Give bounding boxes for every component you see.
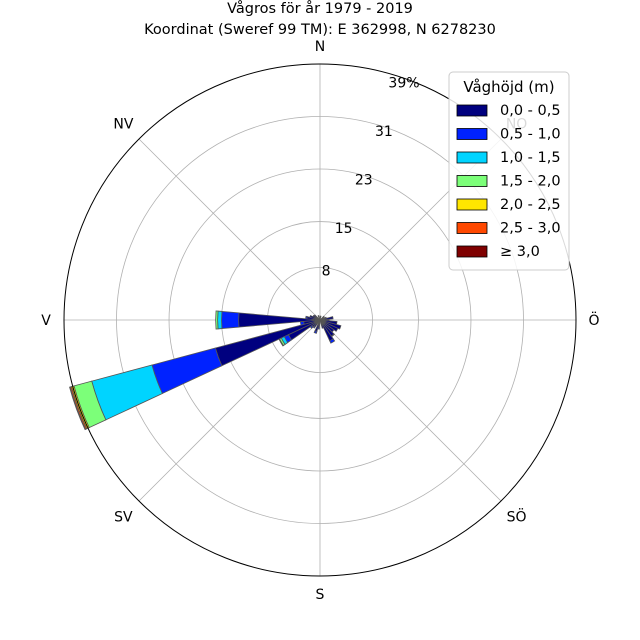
legend-swatch [456, 104, 488, 117]
rose-bar-segment [317, 315, 321, 321]
legend-items: 0,0 - 0,5 0,5 - 1,0 1,0 - 1,5 1,5 - 2,0 2,0 … [456, 103, 561, 260]
radial-tick-label: 39% [388, 75, 419, 91]
rose-bar-segment [305, 315, 308, 320]
rose-bar-segment [217, 310, 223, 330]
rose-bar-segment [313, 330, 318, 334]
direction-label: NV [113, 116, 133, 132]
rose-bar-segment [215, 310, 219, 330]
radial-tick-labels: 8 15 23 31 39% [322, 75, 420, 279]
legend-label: 0,5 - 1,0 [500, 127, 561, 143]
polar-frame [63, 63, 577, 577]
rose-bar-segment [299, 320, 305, 326]
rose-bar-segment [221, 310, 240, 330]
legend-label: 1,5 - 2,0 [500, 174, 561, 190]
rose-bar-segment [329, 338, 336, 344]
legend: Våghöjd (m) 0,0 - 0,5 0,5 - 1,0 1,0 - 1,5 1… [448, 71, 570, 271]
rose-bar-segment [312, 325, 316, 329]
rose-bar-segment [330, 333, 335, 338]
legend-swatch [456, 222, 488, 234]
direction-label: V [41, 313, 51, 329]
radial-tick-label: 8 [322, 263, 331, 279]
legend-label: 1,0 - 1,5 [500, 150, 561, 166]
chart-subtitle: Koordinat (Sweref 99 TM): E 362998, N 62… [144, 22, 496, 38]
rose-bar-segment [317, 327, 320, 330]
legend-swatch [456, 128, 488, 140]
grid-spoke [138, 138, 321, 321]
radial-tick-label: 23 [355, 173, 373, 189]
rose-bar-segment [69, 386, 87, 431]
radial-tick-label: 31 [375, 124, 393, 140]
legend-label: 2,5 - 3,0 [500, 221, 561, 237]
direction-label: SV [114, 510, 133, 526]
legend-swatch [456, 245, 488, 258]
legend-label: 0,0 - 0,5 [500, 103, 561, 119]
legend-swatch [456, 151, 488, 164]
legend-label: ≥ 3,0 [500, 244, 540, 260]
rose-bar-segment [151, 347, 223, 395]
rose-bar-segment [319, 319, 338, 325]
legend-swatch [456, 175, 488, 187]
rose-bars [69, 310, 342, 431]
grid-spoke [319, 319, 502, 502]
radial-tick-label: 15 [335, 221, 353, 237]
direction-label: S [316, 587, 325, 603]
grid-spoke [138, 319, 321, 502]
rose-bar-segment [319, 315, 322, 321]
legend-box [448, 71, 570, 271]
legend-title: Våghöjd (m) [463, 78, 554, 96]
rose-bar-segment [319, 319, 342, 330]
direction-label: SÖ [507, 508, 527, 526]
chart-title: Vågros för år 1979 - 2019 [227, 0, 413, 17]
rose-bar-segment [309, 315, 321, 321]
direction-label: N [315, 39, 325, 55]
polar-grid [64, 64, 576, 576]
legend-swatch [456, 198, 488, 211]
legend-label: 2,0 - 2,5 [500, 197, 561, 213]
rose-bar-segment [278, 338, 284, 347]
rose-bar-segment [319, 315, 325, 321]
direction-label: Ö [588, 311, 599, 329]
